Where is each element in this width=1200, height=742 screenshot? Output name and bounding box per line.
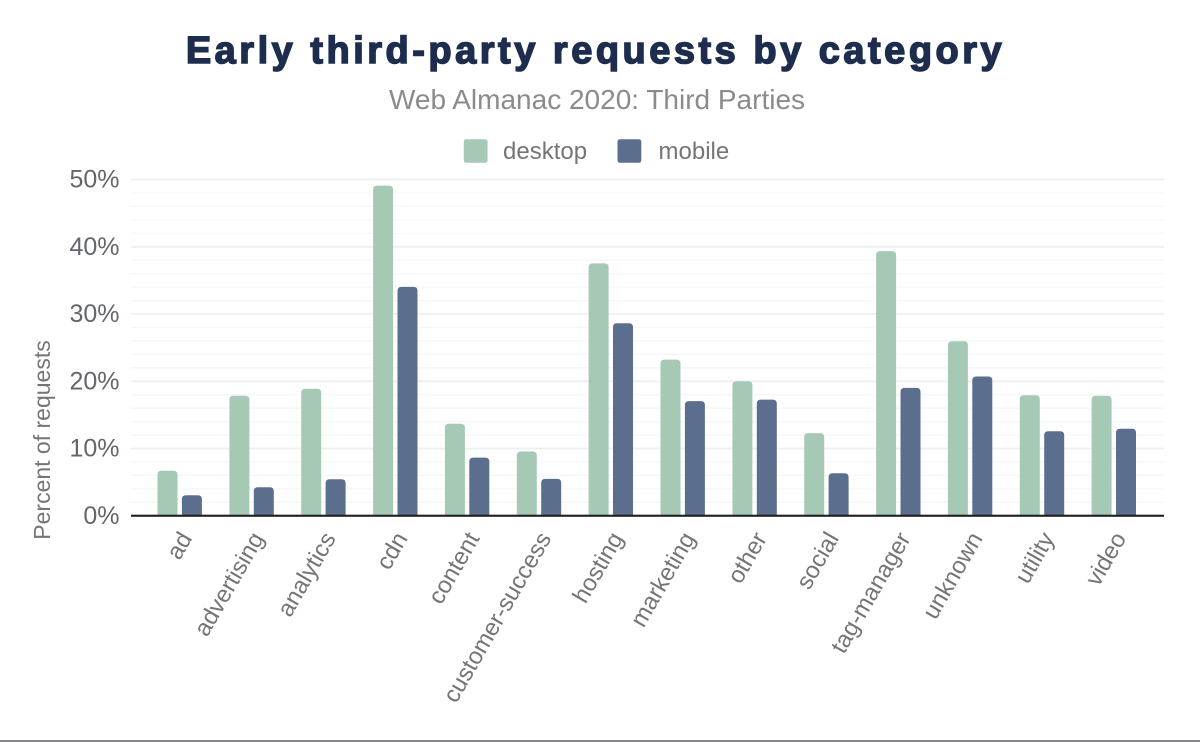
svg-text:desktop: desktop [503,138,587,165]
svg-text:20%: 20% [69,367,119,395]
svg-text:30%: 30% [69,300,119,328]
svg-text:Early third-party requests by: Early third-party requests by category [186,30,1005,72]
svg-text:Percent of requests: Percent of requests [29,340,55,539]
svg-text:Web Almanac 2020: Third Partie: Web Almanac 2020: Third Parties [389,84,805,115]
svg-text:10%: 10% [69,435,119,463]
svg-text:50%: 50% [69,166,119,194]
svg-text:40%: 40% [69,233,119,261]
svg-text:0%: 0% [83,502,119,530]
svg-text:mobile: mobile [659,138,730,165]
